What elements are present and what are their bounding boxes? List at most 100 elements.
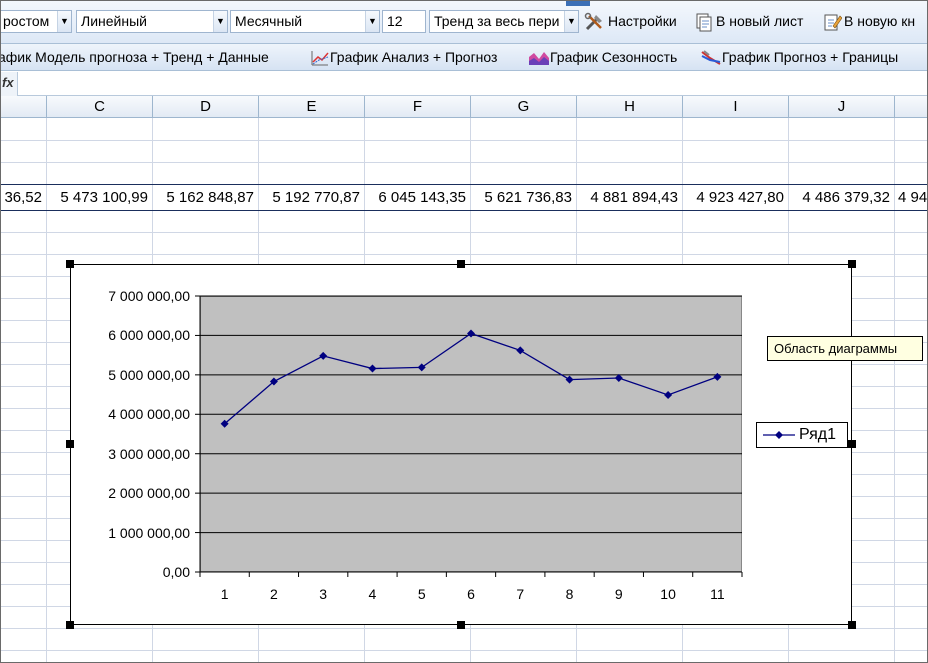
x-tick-label: 2 [270,586,278,602]
column-header-b[interactable] [0,96,47,118]
cell-i-value[interactable]: 4 923 427,80 [696,189,784,206]
x-tick-label: 5 [417,586,426,602]
x-tick-label: 11 [710,586,725,602]
formula-bar[interactable] [0,72,928,96]
new-sheet-button[interactable]: В новый лист [694,10,803,33]
column-header-h[interactable]: H [577,96,683,118]
resize-handle[interactable] [66,440,74,448]
new-sheet-icon [696,13,712,32]
period-combo[interactable]: Месячный ▼ [230,10,380,33]
chart-legend[interactable]: Ряд1 [756,422,848,448]
column-header-g[interactable]: G [471,96,577,118]
model-trend-data-chart-button[interactable]: афик Модель прогноза + Тренд + Данные [0,44,269,70]
cell-c-value[interactable]: 5 473 100,99 [60,189,148,206]
analysis-forecast-chart-label: График Анализ + Прогноз [330,49,498,65]
legend-marker-icon [763,431,795,439]
y-tick-label: 5 000 000,00 [108,366,190,383]
column-header-e[interactable]: E [259,96,365,118]
cell-g-value[interactable]: 5 621 736,83 [484,189,572,206]
y-tick-label: 1 000 000,00 [108,524,190,541]
resize-handle[interactable] [848,621,856,629]
plot-area[interactable] [200,296,742,572]
data-point[interactable] [417,363,426,372]
seasonality-chart-label: График Сезонность [550,49,678,65]
data-point[interactable] [220,419,229,428]
y-tick-label: 7 000 000,00 [108,288,190,304]
series-line[interactable] [224,332,718,425]
data-point[interactable] [614,374,623,383]
selected-data-row[interactable] [0,184,928,211]
model-combo-value: Линейный [81,13,147,29]
x-tick-label: 4 [368,586,377,602]
chart-toolbar: афик Модель прогноза + Тренд + Данные Гр… [0,44,928,71]
resize-handle[interactable] [457,621,465,629]
column-header-f[interactable]: F [365,96,471,118]
period-combo-value: Месячный [235,13,303,29]
chevron-down-icon[interactable]: ▼ [213,11,227,32]
tooltip: Область диаграммы [767,336,923,361]
forecast-bounds-chart-button[interactable]: График Прогноз + Границы [700,44,898,70]
cell-b-value[interactable]: 36,52 [4,189,42,206]
data-point[interactable] [319,351,328,360]
resize-handle[interactable] [848,260,856,268]
chevron-down-icon[interactable]: ▼ [564,11,578,32]
chevron-down-icon[interactable]: ▼ [57,11,71,32]
y-tick-label: 3 000 000,00 [108,445,190,462]
column-header-bar [0,96,928,118]
column-header-i[interactable]: I [683,96,789,118]
growth-combo[interactable]: ростом ▼ [0,10,72,33]
column-header-j[interactable]: J [789,96,895,118]
data-point[interactable] [565,375,574,384]
x-tick-label: 8 [565,586,574,602]
tools-icon [584,13,602,31]
fx-icon[interactable]: fx [0,72,18,96]
x-tick-label: 3 [319,586,328,602]
area-chart-icon [529,52,549,66]
data-point[interactable] [368,364,377,373]
legend-series-label: Ряд1 [799,426,837,443]
y-tick-label: 4 000 000,00 [108,406,190,423]
y-tick-label: 0,00 [162,564,190,580]
data-point[interactable] [269,377,278,386]
resize-handle[interactable] [66,621,74,629]
model-combo[interactable]: Линейный ▼ [76,10,228,33]
cell-k-value[interactable]: 4 94 [898,189,928,206]
cell-h-value[interactable]: 4 881 894,43 [590,189,678,206]
trend-combo[interactable]: Тренд за весь пери ▼ [429,10,579,33]
x-tick-label: 7 [516,586,525,602]
growth-combo-value: ростом [3,13,50,29]
data-point[interactable] [467,329,475,338]
forecast-bounds-chart-label: График Прогноз + Границы [722,49,899,65]
seasonality-chart-button[interactable]: График Сезонность [528,44,677,70]
y-tick-label: 6 000 000,00 [108,327,190,344]
column-header-d[interactable]: D [153,96,259,118]
cell-f-value[interactable]: 6 045 143,35 [378,189,466,206]
cell-e-value[interactable]: 5 192 770,87 [272,189,360,206]
x-tick-label: 6 [467,586,475,602]
line-chart-icon [311,51,329,66]
forecast-bounds-icon [701,50,721,66]
data-point[interactable] [664,390,673,399]
y-tick-label: 2 000 000,00 [108,485,190,502]
settings-button[interactable]: Настройки [584,10,677,33]
column-header-c[interactable]: C [47,96,153,118]
x-tick-label: 1 [220,586,229,602]
x-tick-label: 10 [660,586,676,602]
cell-j-value[interactable]: 4 486 379,32 [802,189,890,206]
new-sheet-label: В новый лист [716,13,804,29]
chevron-down-icon[interactable]: ▼ [365,11,379,32]
resize-handle[interactable] [848,440,856,448]
settings-label: Настройки [608,13,677,29]
data-point[interactable] [713,372,722,381]
number-field[interactable]: 12 [382,10,426,33]
data-point[interactable] [516,346,525,355]
analysis-forecast-chart-button[interactable]: График Анализ + Прогноз [310,44,497,70]
new-book-button[interactable]: В новую кн [822,10,915,33]
resize-handle[interactable] [66,260,74,268]
cell-d-value[interactable]: 5 162 848,87 [166,189,254,206]
new-book-label: В новую кн [844,13,916,29]
model-trend-data-chart-label: афик Модель прогноза + Тренд + Данные [0,49,269,65]
resize-handle[interactable] [457,260,465,268]
